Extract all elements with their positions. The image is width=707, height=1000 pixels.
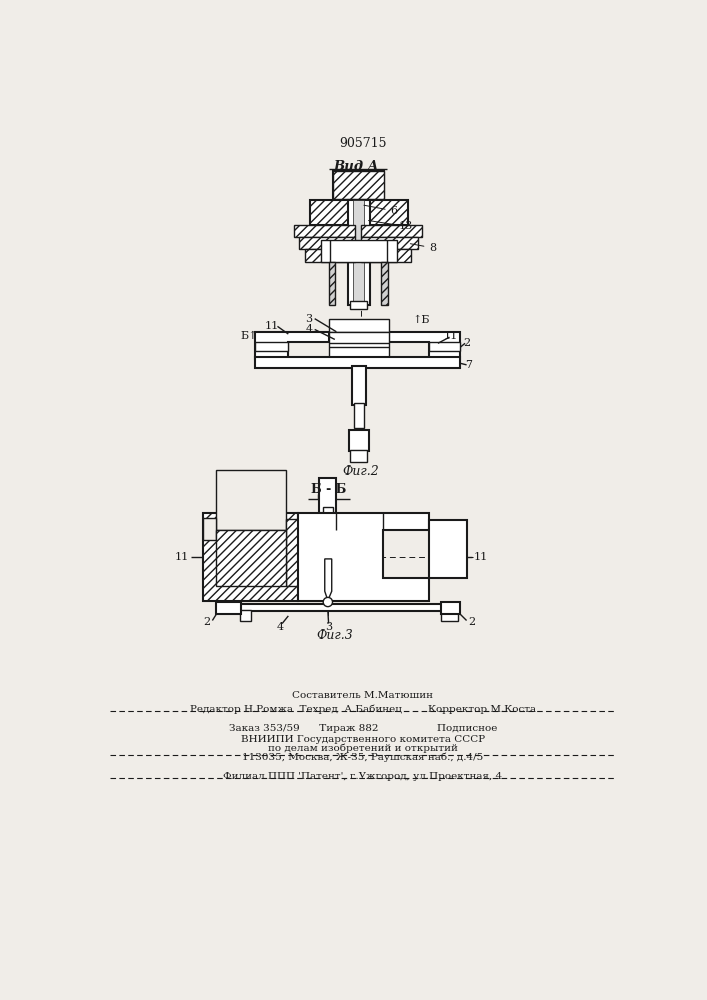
Bar xyxy=(354,403,363,428)
Bar xyxy=(349,430,369,451)
Bar xyxy=(255,357,460,368)
Text: 2: 2 xyxy=(468,617,475,627)
Text: ↑Б: ↑Б xyxy=(413,315,431,325)
Polygon shape xyxy=(305,249,355,262)
Polygon shape xyxy=(361,200,408,225)
Polygon shape xyxy=(332,171,384,199)
Bar xyxy=(216,602,241,614)
Text: Редактор Н.Ромжа  Техред  А.Бабинец        Корректор М.Коста: Редактор Н.Ромжа Техред А.Бабинец Коррек… xyxy=(189,704,536,714)
Polygon shape xyxy=(389,332,460,359)
Text: 11: 11 xyxy=(175,552,189,562)
Text: 6: 6 xyxy=(364,205,398,216)
Bar xyxy=(216,470,286,530)
Polygon shape xyxy=(286,519,320,586)
Text: 11: 11 xyxy=(264,321,279,331)
Text: 11: 11 xyxy=(444,331,458,341)
Bar xyxy=(381,262,387,305)
Polygon shape xyxy=(255,332,329,359)
Bar xyxy=(332,171,384,199)
Polygon shape xyxy=(216,530,286,586)
Text: 3: 3 xyxy=(325,622,332,632)
Text: 4: 4 xyxy=(305,324,312,334)
Polygon shape xyxy=(203,513,298,601)
Text: Заказ 353/59      Тираж 882                  Подписное: Заказ 353/59 Тираж 882 Подписное xyxy=(228,724,497,733)
Polygon shape xyxy=(298,513,429,601)
Polygon shape xyxy=(293,225,355,237)
Polygon shape xyxy=(361,249,411,262)
Polygon shape xyxy=(361,237,418,249)
Text: 113035, Москва, Ж-35, Раушская наб., д.4/5: 113035, Москва, Ж-35, Раушская наб., д.4… xyxy=(242,753,484,762)
Bar xyxy=(441,602,460,614)
Text: Б↑: Б↑ xyxy=(240,331,257,341)
Text: Фиг.3: Фиг.3 xyxy=(317,629,354,642)
Text: Фиг.2: Фиг.2 xyxy=(343,465,380,478)
Polygon shape xyxy=(429,342,460,351)
Bar xyxy=(240,610,251,620)
Bar xyxy=(320,478,337,513)
Polygon shape xyxy=(361,225,421,237)
Bar xyxy=(329,319,389,332)
Bar xyxy=(348,200,370,305)
Text: Составитель М.Матюшин: Составитель М.Матюшин xyxy=(292,691,433,700)
Bar xyxy=(354,200,364,305)
Bar xyxy=(240,604,459,611)
Text: 8: 8 xyxy=(410,243,436,253)
Polygon shape xyxy=(299,237,355,249)
Polygon shape xyxy=(429,520,467,578)
Text: 4: 4 xyxy=(277,622,284,632)
Bar xyxy=(329,332,389,359)
Bar xyxy=(351,450,368,462)
Text: Филиал ППП 'Патент', г.Ужгород, ул.Проектная, 4: Филиал ППП 'Патент', г.Ужгород, ул.Проек… xyxy=(223,772,502,781)
Bar xyxy=(323,507,332,600)
Text: по делам изобретений и открытий: по делам изобретений и открытий xyxy=(268,744,457,753)
Text: 2: 2 xyxy=(463,338,470,348)
Bar xyxy=(329,262,335,305)
Circle shape xyxy=(323,597,332,607)
Bar xyxy=(203,518,216,540)
Bar xyxy=(321,240,397,262)
Text: 905715: 905715 xyxy=(339,137,387,150)
Text: 7: 7 xyxy=(464,360,472,370)
Text: ВНИИПИ Государственного комитета СССР: ВНИИПИ Государственного комитета СССР xyxy=(240,735,485,744)
Text: Вид А: Вид А xyxy=(333,160,378,173)
Text: 3: 3 xyxy=(305,314,312,324)
Bar xyxy=(441,610,458,620)
Polygon shape xyxy=(310,200,355,225)
Polygon shape xyxy=(325,559,332,600)
Text: 13: 13 xyxy=(368,221,413,231)
Polygon shape xyxy=(255,342,288,351)
Bar xyxy=(343,197,373,214)
Text: Б - Б: Б - Б xyxy=(311,483,346,496)
Text: 11: 11 xyxy=(474,552,488,562)
Text: 2: 2 xyxy=(204,617,211,627)
Bar xyxy=(352,366,366,405)
Bar xyxy=(351,301,368,309)
